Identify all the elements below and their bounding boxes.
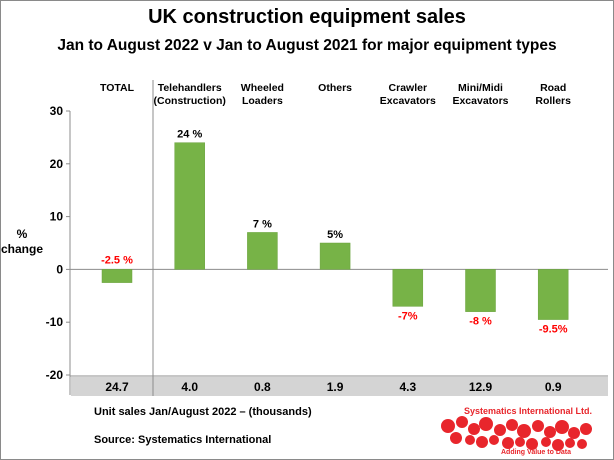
unit-sales-value: 12.9 <box>469 380 493 394</box>
y-axis-label: % <box>17 227 28 241</box>
logo-dot <box>465 435 475 445</box>
logo-dot <box>506 419 518 431</box>
category-label: Loaders <box>242 95 283 107</box>
category-label: Excavators <box>452 95 508 107</box>
logo-dot <box>532 420 544 432</box>
category-label: TOTAL <box>100 82 135 94</box>
category-label: Rollers <box>535 95 571 107</box>
unit-sales-value: 0.9 <box>545 380 562 394</box>
logo-dot <box>568 427 580 439</box>
data-label: -2.5 % <box>101 254 133 266</box>
category-label: Telehandlers <box>158 82 222 94</box>
unit-sales-value: 24.7 <box>105 380 129 394</box>
y-axis-label: change <box>1 242 43 256</box>
data-label: 7 % <box>253 218 272 230</box>
logo-dot <box>580 423 592 435</box>
data-label: -9.5% <box>539 324 568 336</box>
logo-dot <box>526 438 538 450</box>
data-label: 24 % <box>177 129 202 141</box>
unit-sales-value: 4.0 <box>181 380 198 394</box>
logo-dot <box>577 439 587 449</box>
logo-dot <box>468 423 480 435</box>
logo-dot <box>476 436 488 448</box>
unit-sales-value: 1.9 <box>327 380 344 394</box>
logo-dot <box>502 437 514 449</box>
logo-dot <box>489 435 499 445</box>
y-tick-label: 0 <box>56 262 63 276</box>
chart-title: UK construction equipment sales <box>148 6 466 28</box>
category-label: Excavators <box>380 95 436 107</box>
y-tick-label: 30 <box>50 104 64 118</box>
chart-subtitle: Jan to August 2022 v Jan to August 2021 … <box>57 37 557 54</box>
logo-company-name: Systematics International Ltd. <box>464 406 592 416</box>
logo-dot <box>479 417 493 431</box>
logo-dot <box>565 438 575 448</box>
logo-dot <box>494 424 506 436</box>
bar <box>465 269 496 312</box>
category-label: (Construction) <box>154 95 226 107</box>
bar <box>319 242 351 270</box>
bar <box>101 269 133 283</box>
bar <box>247 232 278 270</box>
source-note: Source: Systematics International <box>94 434 272 446</box>
unit-sales-band <box>71 377 608 396</box>
category-label: Road <box>540 82 566 94</box>
data-label: 5% <box>327 229 343 241</box>
logo-dot <box>555 420 569 434</box>
category-label: Others <box>318 82 352 94</box>
logo-dot <box>544 426 556 438</box>
unit-sales-note: Unit sales Jan/August 2022 – (thousands) <box>94 406 312 418</box>
logo-tagline: Adding Value to Data <box>501 449 571 456</box>
logo-dot <box>541 437 551 447</box>
bar <box>392 269 424 307</box>
category-label: Mini/Midi <box>458 82 503 94</box>
data-label: -8 % <box>469 316 492 328</box>
data-label: -7% <box>398 310 418 322</box>
logo-dot <box>441 419 455 433</box>
unit-sales-value: 4.3 <box>399 380 416 394</box>
y-tick-label: -20 <box>46 368 64 382</box>
category-label: Wheeled <box>241 82 284 94</box>
unit-sales-value: 0.8 <box>254 380 271 394</box>
bar <box>174 142 205 270</box>
bar <box>537 269 569 320</box>
logo-dot <box>552 439 564 451</box>
systematics-logo: Systematics International Ltd. Adding Va… <box>441 406 592 456</box>
y-tick-label: 10 <box>50 210 64 224</box>
logo-dot <box>517 424 531 438</box>
logo-dot <box>450 432 462 444</box>
y-tick-label: 20 <box>50 157 64 171</box>
logo-dots <box>441 416 592 451</box>
logo-dot <box>456 416 468 428</box>
y-tick-label: -10 <box>46 315 64 329</box>
logo-dot <box>515 437 525 447</box>
category-label: Crawler <box>389 82 428 94</box>
